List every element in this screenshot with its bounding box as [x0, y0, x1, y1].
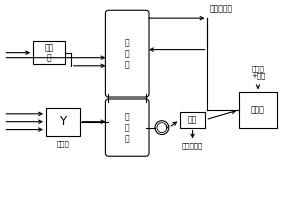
Bar — [33, 41, 65, 64]
Text: Y: Y — [59, 115, 66, 128]
FancyBboxPatch shape — [105, 10, 149, 97]
FancyBboxPatch shape — [105, 99, 149, 156]
Text: 循
环
槽: 循 环 槽 — [125, 112, 130, 143]
Text: 脱硫脱硝渣: 脱硫脱硝渣 — [182, 142, 203, 149]
Text: 净化后烟气: 净化后烟气 — [209, 5, 232, 14]
Bar — [239, 92, 277, 128]
Bar — [180, 112, 206, 128]
Text: 臭氧
机: 臭氧 机 — [44, 43, 54, 62]
Text: 喷
淋
塔: 喷 淋 塔 — [125, 38, 130, 69]
Bar — [46, 108, 80, 136]
Text: 分解槽: 分解槽 — [251, 105, 265, 114]
Text: 碳酸鐵
+氨水: 碳酸鐵 +氨水 — [251, 65, 265, 79]
Text: 过滤: 过滤 — [188, 115, 197, 124]
Text: 制浆槽: 制浆槽 — [56, 140, 69, 147]
